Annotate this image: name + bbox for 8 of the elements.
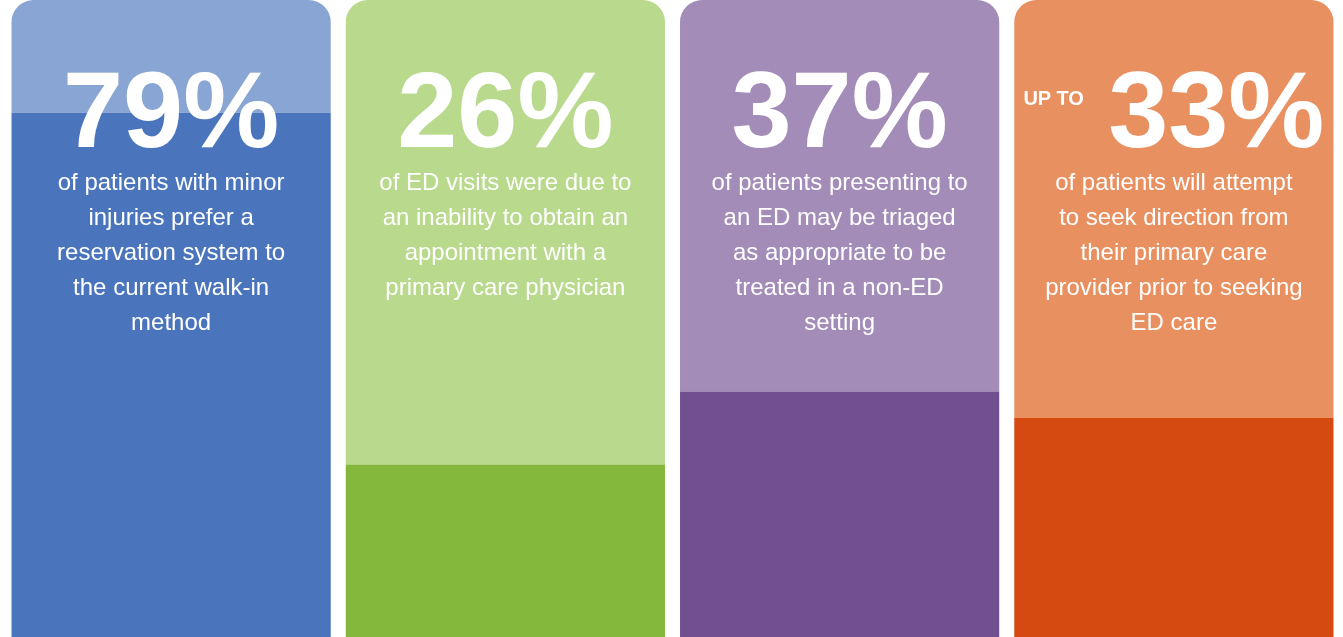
data-label: 79% bbox=[63, 49, 280, 170]
x-tick-label: of ED visits were due to an inability to obtain an appointment with a primary care physician bbox=[379, 168, 632, 300]
data-label: 26% bbox=[397, 49, 614, 170]
x-tick-label: of patients presenting to an ED may be triaged as appropriate to be treated in a non-ED setting bbox=[711, 168, 968, 335]
data-label: 37% bbox=[731, 49, 948, 170]
text: UP TO 33% bbox=[1023, 49, 1325, 170]
x-tick-label: of patients will attempt to seek direction from their primary care provider prior to seeking ED care bbox=[1045, 168, 1303, 335]
x-tick-label: of patients with minor injuries prefer a reservation system to the current walk-in method bbox=[57, 168, 286, 335]
